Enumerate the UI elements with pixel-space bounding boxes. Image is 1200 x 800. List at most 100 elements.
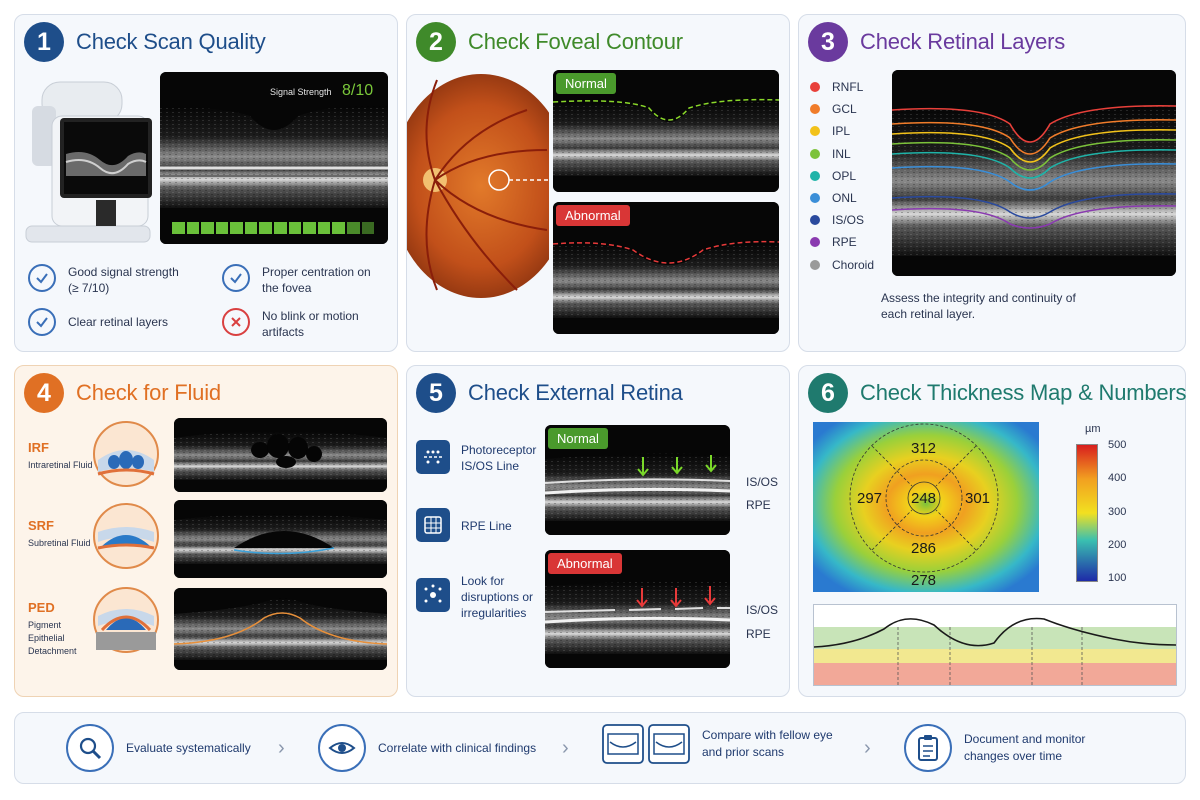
legend-swatch	[810, 170, 820, 181]
thickness-scale-unit: µm	[1085, 423, 1101, 435]
legend-swatch	[810, 237, 820, 248]
segmentation-line-inl	[892, 139, 1176, 171]
oct-srf	[174, 500, 387, 578]
scale-tick-label: 400	[1108, 472, 1127, 485]
photoreceptor-icon	[416, 440, 450, 474]
legend-label: RNFL	[832, 80, 864, 94]
fundus-photo	[407, 70, 549, 302]
check-text: Proper centration on the fovea	[262, 265, 371, 295]
legend-label: ONL	[832, 191, 857, 205]
chevron-right-icon: ›	[562, 737, 569, 759]
scale-tick-label: 200	[1108, 538, 1127, 551]
legend-item-rpe: RPE	[810, 235, 857, 249]
scale-tick-label: 500	[1108, 439, 1127, 451]
rpe-line-label: RPE Line	[461, 519, 512, 533]
legend-label: IPL	[832, 124, 851, 139]
srf-illustration	[92, 502, 160, 570]
segmentation-line-ipl	[892, 129, 1176, 163]
check-icon	[28, 264, 56, 292]
isos-label-normal: IS/OS	[746, 475, 779, 489]
disruption-label: Look for disruptions or irregularities	[461, 574, 534, 620]
panel-3-title: Check Retinal Layers	[860, 29, 1066, 54]
legend-item-rnfl: RNFL	[810, 80, 863, 94]
check-good-signal: Good signal strength (≥ 7/10)	[28, 264, 208, 296]
rpe-grid-icon	[416, 508, 450, 542]
legend-swatch	[810, 82, 820, 92]
abnormal-tag: Abnormal	[548, 553, 622, 574]
eye-icon	[318, 724, 366, 772]
step-number-4: 4	[24, 373, 64, 413]
rpe-label-normal: RPE	[746, 498, 771, 512]
legend-item-onl: ONL	[810, 191, 857, 205]
segmentation-line-is-os	[892, 193, 1176, 219]
panel-2-title: Check Foveal Contour	[468, 29, 683, 54]
thickness-nasal: 301	[965, 490, 991, 507]
legend-item-ipl: IPL	[810, 124, 850, 138]
signal-strength-value: 8/10	[342, 82, 374, 99]
chevron-right-icon: ›	[278, 737, 285, 759]
normal-tag: Normal	[548, 428, 608, 449]
segmentation-line-rnfl	[892, 105, 1176, 143]
thickness-outer-inferior: 278	[911, 572, 937, 589]
step-compare: Compare with fellow eye and prior scans	[602, 724, 834, 764]
photoreceptor-label: Photoreceptor IS/OS Line	[461, 443, 537, 473]
fluid-irf: IRF Intraretinal Fluid	[28, 440, 93, 470]
legend-label: GCL	[832, 102, 857, 117]
scale-tick-label: 100	[1108, 572, 1127, 585]
step-evaluate: Evaluate systematically	[66, 724, 251, 772]
thickness-color-scale	[1076, 444, 1098, 582]
legend-item-opl: OPL	[810, 169, 856, 183]
oct-normal-contour: Normal	[553, 70, 779, 192]
summary-bar	[14, 712, 1186, 784]
check-text: Good signal strength (≥ 7/10)	[68, 265, 179, 295]
panel-6-title: Check Thickness Map & Numbers	[860, 380, 1187, 405]
thickness-temporal: 297	[857, 490, 883, 507]
legend-label: INL	[832, 146, 851, 161]
clipboard-icon	[904, 724, 952, 772]
oct-external-abnormal: Abnormal	[545, 550, 730, 668]
magnifier-icon	[66, 724, 114, 772]
check-no-artifacts: No blink or motion artifacts	[222, 308, 392, 340]
legend-item-inl: INL	[810, 147, 851, 161]
step-number-6: 6	[808, 373, 848, 413]
thickness-profile-chart	[813, 604, 1177, 686]
segmentation-line-rpe	[892, 205, 1176, 229]
panel-4-header: 4 Check for Fluid	[24, 373, 221, 413]
panel-5-header: 5 Check External Retina	[416, 373, 683, 413]
etdrs-thickness-map: 312 297 248 301 286 278	[813, 422, 1039, 592]
check-icon	[28, 308, 56, 336]
legend-label: IS/OS	[832, 213, 865, 228]
thickness-inferior: 286	[911, 540, 937, 557]
legend-label: OPL	[832, 168, 857, 183]
check-icon	[222, 264, 250, 292]
abnormal-tag: Abnormal	[556, 205, 630, 226]
fluid-srf: SRF Subretinal Fluid	[28, 518, 91, 548]
thickness-center: 248	[911, 490, 937, 507]
thickness-superior: 312	[911, 440, 937, 457]
oct-abnormal-contour: Abnormal	[553, 202, 779, 334]
legend-swatch	[810, 193, 820, 203]
signal-strength-bar	[172, 222, 375, 234]
compare-scans-icon	[602, 724, 690, 764]
panel-2-header: 2 Check Foveal Contour	[416, 22, 683, 62]
panel-5-title: Check External Retina	[468, 380, 683, 405]
disruption-icon	[416, 578, 450, 612]
legend-label: Choroid	[832, 257, 875, 272]
irf-illustration	[92, 420, 160, 488]
step-number-1: 1	[24, 22, 64, 62]
scale-tick-label: 300	[1108, 505, 1127, 518]
step-number-5: 5	[416, 373, 456, 413]
oct-layer-segmentation	[892, 70, 1176, 276]
check-text: No blink or motion artifacts	[262, 309, 359, 339]
legend-item-is-os: IS/OS	[810, 213, 864, 227]
segmentation-line-onl	[892, 163, 1176, 191]
legend-swatch	[810, 148, 820, 159]
step-correlate: Correlate with clinical findings	[318, 724, 536, 772]
panel-6-header: 6 Check Thickness Map & Numbers	[808, 373, 1187, 413]
layers-caption: Assess the integrity and continuity of e…	[881, 291, 1076, 321]
oct-scan-quality-image: Signal Strength 8/10	[160, 72, 388, 244]
legend-item-gcl: GCL	[810, 102, 857, 116]
step-number-3: 3	[808, 22, 848, 62]
legend-swatch	[810, 104, 820, 115]
panel-1-header: 1 Check Scan Quality	[24, 22, 266, 62]
